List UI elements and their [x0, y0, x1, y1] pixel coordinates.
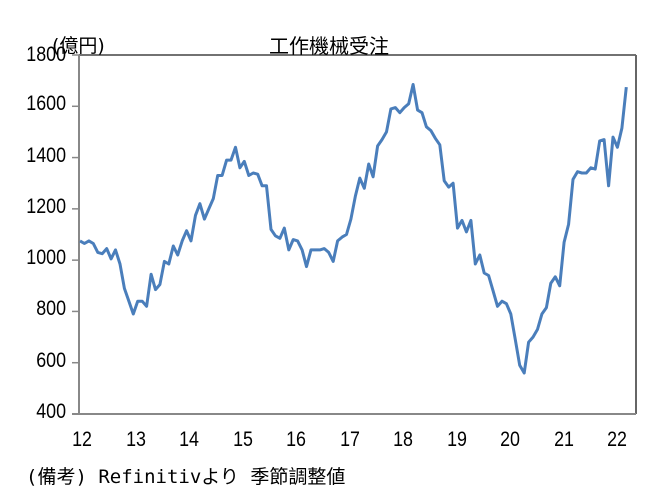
x-tick-label: 17 [339, 428, 360, 451]
unit-label: (億円) [52, 35, 105, 57]
x-tick-label: 15 [232, 428, 253, 451]
y-tick-label: 1800 [26, 43, 66, 66]
y-tick-label: 400 [36, 400, 66, 423]
y-axis-ticks [72, 54, 79, 415]
y-tick-label: 1000 [26, 246, 66, 270]
x-tick-label: 20 [500, 428, 520, 451]
x-tick-label: 22 [607, 428, 627, 451]
source-note: (備考) Refinitivより 季節調整値 [26, 466, 346, 488]
y-tick-label: 1600 [26, 92, 66, 116]
x-tick-label: 16 [286, 428, 306, 451]
y-tick-label: 600 [36, 348, 66, 372]
x-tick-label: 19 [446, 428, 467, 451]
x-tick-label: 21 [553, 428, 574, 451]
plot-area [79, 55, 636, 414]
y-tick-label: 800 [36, 297, 66, 321]
x-tick-label: 12 [72, 428, 92, 451]
x-tick-label: 13 [125, 428, 146, 451]
x-tick-label: 14 [179, 428, 199, 451]
y-tick-label: 1200 [26, 194, 66, 218]
y-tick-label: 1400 [26, 143, 66, 167]
x-tick-label: 18 [393, 428, 413, 451]
chart-title: 工作機械受注 [269, 34, 389, 58]
order-series-line [79, 83, 628, 375]
